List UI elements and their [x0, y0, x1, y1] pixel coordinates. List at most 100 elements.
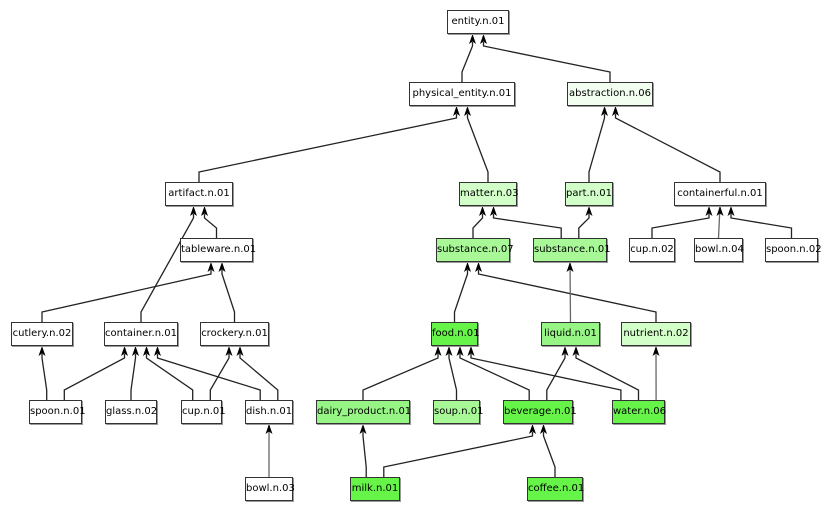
edge-cup01-to-container [143, 346, 194, 400]
edge-spoon01-to-cutlery [38, 346, 48, 400]
edge-food-to-substance07 [453, 262, 471, 322]
edge-soup-to-food [445, 346, 458, 400]
arrowhead-icon [132, 346, 139, 356]
arrowhead-icon [218, 262, 226, 272]
edge-water-to-nutrient [652, 345, 660, 401]
node-container: container.n.01 [104, 322, 178, 346]
arrowhead-icon [612, 106, 619, 116]
arrowhead-icon [359, 424, 367, 434]
node-substance07: substance.n.07 [436, 238, 514, 262]
arrowhead-icon [716, 206, 724, 216]
edge-containerful-to-abstraction [612, 106, 721, 182]
node-artifact: artifact.n.01 [165, 182, 233, 206]
arrowhead-icon [445, 346, 453, 356]
node-entity: entity.n.01 [447, 10, 509, 34]
arrowhead-icon [453, 106, 460, 116]
arrowhead-icon [464, 262, 471, 272]
edge-water-to-food [467, 346, 622, 400]
node-spoon02: spoon.n.02 [765, 238, 822, 262]
node-spoon01: spoon.n.01 [29, 400, 86, 424]
node-part: part.n.01 [565, 182, 613, 206]
arrowhead-icon [572, 346, 580, 356]
node-water: water.n.06 [612, 400, 666, 424]
node-cup02: cup.n.02 [629, 238, 675, 262]
edge-tableware-to-artifact [201, 206, 218, 238]
arrowhead-icon [479, 206, 486, 216]
arrowhead-icon [652, 346, 660, 356]
node-abstraction: abstraction.n.06 [567, 82, 653, 106]
node-cup01: cup.n.01 [181, 400, 226, 424]
node-matter: matter.n.03 [459, 182, 518, 206]
node-dish: dish.n.01 [245, 400, 293, 424]
edge-substance07-to-matter [472, 206, 486, 238]
node-crockery: crockery.n.01 [200, 322, 269, 346]
edge-physical_entity-to-entity [461, 34, 476, 82]
arrowhead-icon [201, 206, 208, 216]
node-coffee: coffee.n.01 [527, 477, 584, 501]
arrowhead-icon [475, 262, 482, 272]
node-liquid: liquid.n.01 [541, 322, 600, 346]
arrowhead-icon [480, 34, 487, 44]
arrowhead-icon [456, 346, 464, 356]
edge-water-to-liquid [572, 346, 640, 400]
node-physical_entity: physical_entity.n.01 [409, 82, 515, 106]
edge-cup01-to-crockery [209, 346, 233, 400]
arrowhead-icon [154, 346, 161, 356]
arrowhead-icon [265, 424, 273, 434]
arrowhead-icon [236, 346, 244, 356]
node-glass: glass.n.02 [105, 400, 157, 424]
arrowhead-icon [464, 106, 471, 116]
edge-substance01-to-matter [490, 206, 562, 238]
edge-spoon01-to-container [63, 346, 128, 400]
edge-artifact-to-physical_entity [198, 106, 460, 182]
arrowhead-icon [467, 346, 475, 356]
arrowhead-icon [601, 106, 608, 116]
node-soup: soup.n.01 [433, 400, 483, 424]
arrowhead-icon [705, 206, 713, 216]
edge-substance01-to-part [578, 206, 593, 238]
arrowhead-icon [38, 346, 46, 356]
arrowhead-icon [121, 346, 128, 356]
edge-cup02-to-containerful [651, 206, 713, 238]
edge-spoon02-to-containerful [727, 206, 793, 238]
node-bowl03: bowl.n.03 [245, 477, 295, 501]
edge-container-to-artifact [140, 206, 197, 322]
edge-abstraction-to-entity [480, 34, 611, 82]
node-substance01: substance.n.01 [533, 238, 611, 262]
edge-dairy-to-food [362, 346, 442, 400]
arrowhead-icon [190, 206, 197, 216]
edge-dish-to-crockery [236, 346, 279, 400]
edge-bowl03-to-dish [265, 424, 273, 477]
edge-milk-to-beverage [383, 424, 536, 477]
edge-beverage-to-liquid [546, 346, 569, 400]
node-food: food.n.01 [431, 322, 480, 346]
edge-coffee-to-beverage [540, 424, 556, 477]
arrowhead-icon [727, 206, 735, 216]
arrowhead-icon [469, 34, 476, 44]
node-cutlery: cutlery.n.02 [11, 322, 73, 346]
edge-part-to-abstraction [588, 106, 608, 182]
node-milk: milk.n.01 [350, 477, 400, 501]
edge-crockery-to-tableware [218, 262, 236, 322]
edge-cutlery-to-tableware [41, 262, 215, 322]
arrowhead-icon [566, 262, 574, 272]
node-containerful: containerful.n.01 [674, 182, 766, 206]
arrowhead-icon [207, 262, 215, 272]
arrowhead-icon [561, 346, 569, 356]
node-nutrient: nutrient.n.02 [621, 322, 691, 346]
arrowhead-icon [540, 424, 547, 434]
node-beverage: beverage.n.01 [503, 400, 577, 424]
edge-nutrient-to-substance07 [475, 262, 657, 322]
node-tableware: tableware.n.01 [180, 238, 256, 262]
edge-dish-to-container [154, 346, 261, 400]
node-dairy: dairy_product.n.01 [316, 400, 411, 424]
arrowhead-icon [225, 346, 233, 356]
arrowhead-icon [434, 346, 442, 356]
edge-bowl04-to-containerful [716, 205, 724, 239]
arrowhead-icon [490, 206, 497, 216]
arrowhead-icon [585, 206, 593, 216]
edge-matter-to-physical_entity [464, 106, 489, 182]
arrowhead-icon [529, 424, 536, 434]
